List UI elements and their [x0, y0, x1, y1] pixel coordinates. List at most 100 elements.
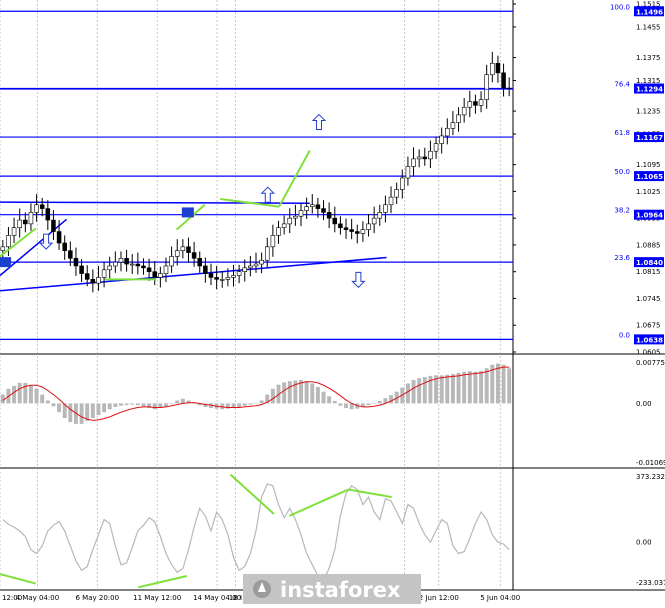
candle-body: [124, 258, 129, 265]
cci-divergence-line: [347, 488, 392, 499]
macd-histogram-bar: [479, 371, 484, 404]
fib-price-label: 1.1496: [636, 8, 663, 16]
candle-body: [349, 229, 354, 232]
macd-histogram-bar: [484, 368, 489, 404]
macd-histogram-bar: [180, 398, 185, 404]
macd-histogram-bar: [135, 403, 140, 406]
candle-body: [96, 277, 101, 284]
candle-body: [90, 279, 96, 284]
macd-histogram-bar: [169, 403, 174, 404]
candle-body: [6, 235, 11, 248]
macd-histogram-bar: [338, 403, 343, 406]
candle-body: [270, 235, 276, 248]
cci-tick-label: -233.0373: [636, 579, 665, 587]
cci-pane: [0, 473, 510, 589]
candle-body: [231, 275, 236, 278]
macd-histogram-bar: [282, 382, 287, 404]
candle-body: [388, 196, 394, 206]
candle-body: [158, 273, 163, 278]
macd-histogram-bar: [349, 403, 354, 410]
divergence-line: [220, 198, 280, 208]
cci-tick-label: 0.00: [636, 539, 652, 547]
macd-histogram-bar: [248, 403, 253, 405]
candle-body: [433, 143, 439, 152]
candle-body: [163, 265, 169, 274]
candle-body: [400, 177, 405, 190]
candle-body: [51, 219, 56, 232]
macd-histogram-bar: [490, 364, 495, 404]
candle-body: [129, 263, 135, 266]
resistance-line: [0, 201, 310, 204]
candle-body: [411, 158, 416, 167]
price-tick-label: 1.1025: [636, 188, 661, 196]
candle-body: [186, 246, 191, 253]
macd-histogram-bar: [394, 391, 399, 404]
macd-tick-label: 0.00775: [636, 359, 665, 367]
price-axis: 1.15151.14551.13751.13151.12351.11751.10…: [513, 1, 665, 587]
macd-histogram-bar: [197, 403, 202, 406]
fib-price-box: [634, 209, 664, 220]
macd-histogram-bar: [310, 383, 315, 404]
macd-histogram-bar: [17, 382, 22, 404]
macd-histogram-bar: [332, 401, 337, 404]
fib-ratio-label: 38.2: [614, 207, 630, 215]
macd-histogram-bar: [209, 403, 213, 409]
candle-body: [338, 223, 343, 229]
price-tick-label: 1.1455: [636, 23, 661, 31]
signal-marker: [0, 257, 12, 268]
macd-histogram-bar: [495, 363, 500, 404]
candle-body: [39, 204, 45, 209]
candle-body: [428, 150, 433, 160]
candle-body: [28, 212, 34, 225]
candle-body: [281, 223, 287, 229]
candle-body: [191, 252, 197, 259]
candle-body: [84, 273, 90, 280]
cci-divergence-line: [0, 573, 37, 585]
macd-histogram-bar: [231, 403, 236, 409]
candle-body: [439, 135, 444, 144]
candle-body: [495, 62, 501, 74]
candle-body: [383, 204, 388, 213]
watermark-text: instaforex: [280, 578, 401, 602]
macd-histogram-bar: [68, 403, 73, 423]
candle-body: [248, 265, 253, 269]
fib-price-box: [634, 334, 664, 345]
candle-body: [79, 265, 84, 274]
macd-histogram-bar: [428, 375, 433, 404]
macd-histogram-bar: [405, 383, 410, 404]
macd-histogram-bar: [327, 396, 332, 404]
candle-body: [490, 62, 495, 76]
time-tick-label: 2 Jun 12:00: [419, 594, 459, 602]
candle-body: [174, 250, 180, 257]
macd-histogram-bar: [28, 385, 33, 404]
macd-histogram-bar: [34, 388, 39, 404]
fib-price-box: [634, 171, 664, 182]
macd-histogram-bar: [389, 395, 394, 404]
candle-body: [343, 227, 349, 230]
macd-histogram-bar: [422, 377, 427, 404]
macd-histogram-bar: [321, 391, 326, 404]
candle-body: [242, 267, 248, 272]
candle-body: [445, 127, 450, 137]
arrow-down-icon: [38, 233, 54, 250]
time-tick-label: 12:00: [2, 594, 22, 602]
candle-body: [473, 101, 478, 106]
cci-divergence-line: [288, 488, 349, 517]
macd-histogram-bar: [265, 394, 270, 404]
macd-tick-label: -0.01069: [636, 459, 665, 467]
candle-body: [456, 114, 461, 123]
fib-ratio-label: 76.4: [614, 81, 630, 89]
candle-body: [152, 271, 157, 278]
cci-line: [2, 483, 510, 581]
candle-body: [146, 267, 152, 272]
candle-body: [276, 227, 281, 236]
divergence-line: [0, 227, 37, 258]
macd-histogram-bar: [147, 403, 152, 409]
candle-body: [321, 208, 326, 213]
macd-histogram-bar: [507, 368, 512, 404]
macd-histogram-bar: [315, 386, 320, 404]
candle-body: [141, 265, 146, 269]
candle-body: [68, 250, 73, 259]
macd-histogram-bar: [57, 403, 62, 413]
watermark-box: [243, 574, 421, 604]
